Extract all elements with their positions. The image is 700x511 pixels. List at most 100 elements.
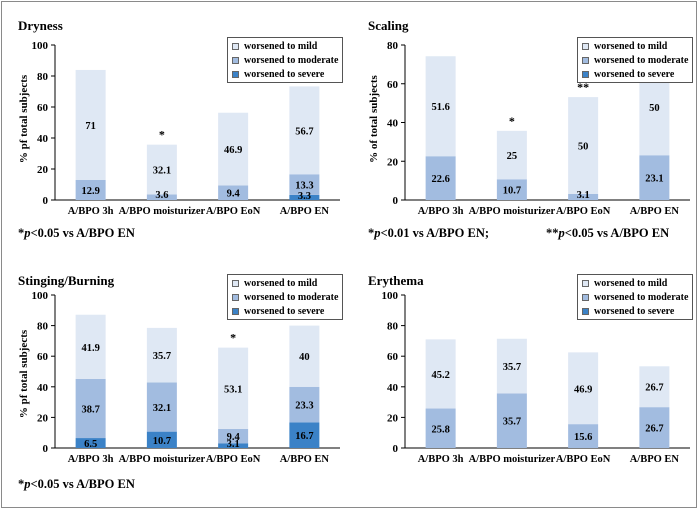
legend-label: worsened to mild [594, 40, 668, 52]
bar-worsened-to-mild-a-bpo-moisturizer [146, 327, 177, 383]
bar-worsened-to-moderate-a-bpo-eon [218, 185, 249, 200]
chart-canvas: 0 20 40 60 80 100 12.9 71 A/BPO 3h 3.6 32.1 * A/BPO … [32, 40, 340, 217]
significance-marker: * [509, 114, 515, 128]
data-label: 35.7 [153, 351, 171, 362]
data-label: 3.1 [577, 190, 590, 201]
y-tick-label: 60 [387, 351, 399, 363]
x-tick-label: A/BPO EoN [206, 206, 261, 217]
data-label: 50 [649, 103, 660, 114]
y-tick-label: 80 [387, 40, 399, 52]
bar-worsened-to-mild-a-bpo-en [289, 86, 320, 175]
data-label: 53.1 [224, 384, 242, 395]
legend-swatch [582, 279, 589, 287]
x-tick-label: A/BPO 3h [418, 454, 464, 465]
data-label: 9.4 [227, 432, 241, 443]
y-tick-label: 20 [37, 412, 49, 424]
bar-worsened-to-severe-a-bpo-eon [218, 443, 249, 448]
legend-label: worsened to severe [244, 305, 325, 317]
chart-title: Dryness [18, 18, 63, 33]
x-tick-label: A/BPO moisturizer [469, 206, 556, 217]
data-label: 51.6 [431, 102, 449, 113]
bar-worsened-to-moderate-a-bpo-en [289, 174, 320, 195]
bar-worsened-to-moderate-a-bpo-en [639, 155, 670, 200]
data-label: 35.7 [503, 362, 521, 373]
x-tick-label: A/BPO EoN [556, 206, 611, 217]
bar-worsened-to-mild-a-bpo-eon [218, 347, 249, 429]
bar-worsened-to-moderate-a-bpo-moisturizer [496, 179, 527, 200]
data-label: 50 [578, 142, 589, 153]
data-label: 32.1 [153, 166, 171, 177]
footnote-1: *p<0.01 vs A/BPO EN; [368, 226, 490, 240]
legend-label: worsened to severe [594, 305, 675, 317]
data-label: 38.7 [81, 404, 99, 415]
legend-entry-worsened-to-mild: worsened to mild [232, 276, 338, 290]
data-label: 46.9 [574, 384, 592, 395]
legend-entry-worsened-to-moderate: worsened to moderate [232, 53, 338, 67]
data-label: 6.5 [84, 439, 97, 450]
data-label: 3.1 [227, 439, 240, 450]
data-label: 35.7 [503, 417, 521, 428]
legend-swatch [232, 70, 239, 78]
bar-worsened-to-moderate-a-bpo-moisturizer [146, 194, 177, 200]
data-label: 15.6 [574, 432, 592, 443]
y-tick-label: 100 [32, 40, 49, 52]
legend-label: worsened to moderate [244, 54, 339, 66]
bar-worsened-to-mild-a-bpo-moisturizer [496, 130, 527, 180]
footnote: *p<0.05 vs A/BPO EN [18, 477, 135, 491]
bar-worsened-to-moderate-a-bpo-en [289, 386, 320, 423]
legend-entry-worsened-to-moderate: worsened to moderate [582, 290, 688, 304]
chart-title: Erythema [368, 273, 424, 288]
legend-entry-worsened-to-severe: worsened to severe [582, 304, 688, 318]
legend: worsened to mild worsened to moderate wors… [227, 37, 344, 83]
x-tick-label: A/BPO moisturizer [469, 454, 556, 465]
legend-entry-worsened-to-moderate: worsened to moderate [582, 53, 688, 67]
legend: worsened to mild worsened to moderate wors… [577, 274, 694, 320]
bar-worsened-to-severe-a-bpo-moisturizer [146, 431, 177, 448]
legend-label: worsened to severe [244, 68, 325, 80]
data-label: 26.7 [645, 424, 663, 435]
bar-worsened-to-moderate-a-bpo-moisturizer [496, 393, 527, 448]
y-tick-label: 80 [37, 321, 49, 333]
data-label: 12.9 [81, 186, 99, 197]
significance-marker: ** [577, 80, 589, 94]
legend-swatch [582, 42, 589, 50]
data-label: 22.6 [431, 174, 449, 185]
bar-worsened-to-mild-a-bpo-moisturizer [146, 144, 177, 195]
chart-scaling: Scaling % of total subjects 0 20 40 60 80 22.… [350, 0, 700, 255]
y-tick-label: 0 [43, 443, 49, 455]
data-label: 10.7 [153, 436, 171, 447]
data-label: 16.7 [295, 431, 313, 442]
y-tick-label: 20 [37, 164, 49, 176]
legend-label: worsened to moderate [594, 54, 689, 66]
y-tick-label: 100 [382, 290, 399, 302]
data-label: 32.1 [153, 403, 171, 414]
legend-swatch [582, 293, 589, 301]
data-label: 13.3 [295, 181, 313, 192]
bar-worsened-to-moderate-a-bpo-3h [425, 408, 456, 448]
y-tick-label: 100 [32, 290, 49, 302]
y-tick-label: 40 [387, 382, 399, 394]
chart-canvas: 0 20 40 60 80 100 6.5 38.7 41.9 A/BPO 3h 10.7 32.1 3… [32, 290, 340, 465]
x-tick-label: A/BPO 3h [68, 454, 114, 465]
legend-label: worsened to mild [244, 40, 318, 52]
data-label: 45.2 [431, 370, 449, 381]
chart-erythema: Erythema 0 20 40 60 80 100 25.8 45.2 A/BPO 3h 35.… [350, 255, 700, 510]
bar-worsened-to-moderate-a-bpo-eon [218, 428, 249, 444]
bar-worsened-to-moderate-a-bpo-moisturizer [146, 382, 177, 432]
data-label: 25.8 [431, 424, 449, 435]
data-label: 9.4 [227, 189, 241, 200]
y-tick-label: 20 [387, 412, 399, 424]
data-label: 56.7 [295, 126, 313, 137]
bar-worsened-to-mild-a-bpo-eon [568, 97, 599, 194]
bar-worsened-to-mild-a-bpo-3h [425, 56, 456, 157]
y-tick-label: 80 [387, 321, 399, 333]
x-tick-label: A/BPO EN [630, 454, 680, 465]
legend-entry-worsened-to-mild: worsened to mild [582, 276, 688, 290]
x-tick-label: A/BPO 3h [418, 206, 464, 217]
x-tick-label: A/BPO EoN [556, 454, 611, 465]
significance-marker: * [159, 128, 165, 142]
y-tick-label: 40 [387, 118, 399, 130]
data-label: 46.9 [224, 145, 242, 156]
y-tick-label: 0 [393, 443, 399, 455]
